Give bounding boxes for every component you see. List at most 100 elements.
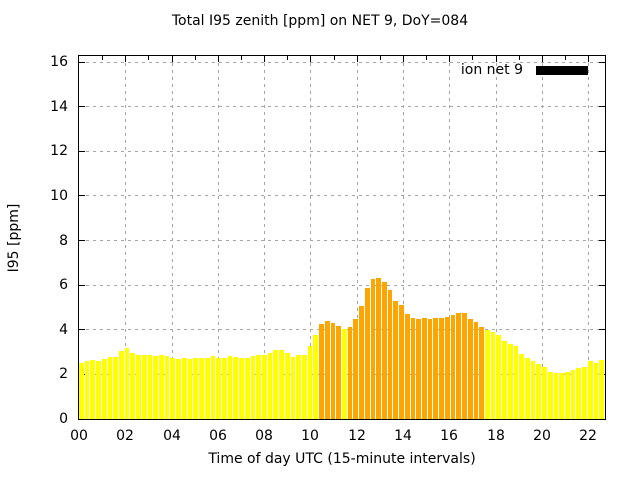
- x-tick-mark: [357, 56, 358, 62]
- y-tick-mark: [79, 329, 85, 330]
- x-tick-mark: [519, 56, 520, 60]
- bar: [182, 358, 187, 419]
- bar: [211, 356, 215, 419]
- bar: [319, 324, 324, 419]
- bar: [268, 353, 272, 419]
- bar: [388, 290, 392, 419]
- y-tick-mark: [599, 62, 605, 63]
- x-gridline: [310, 56, 311, 419]
- x-tick-mark: [426, 56, 427, 60]
- x-gridline: [218, 56, 219, 419]
- bar: [291, 357, 295, 419]
- bar: [313, 335, 318, 419]
- x-gridline: [264, 56, 265, 419]
- x-gridline: [542, 56, 543, 419]
- y-gridline: [79, 106, 605, 107]
- x-gridline: [449, 56, 450, 419]
- bar: [205, 358, 210, 419]
- bar: [451, 315, 455, 419]
- x-tick-mark: [334, 56, 335, 60]
- y-tick-label: 14: [50, 99, 68, 115]
- bar: [130, 353, 135, 419]
- bar: [502, 341, 507, 419]
- bar: [148, 355, 152, 419]
- bar: [90, 360, 95, 419]
- bar: [576, 368, 581, 419]
- x-axis-label: Time of day UTC (15-minute intervals): [208, 451, 476, 467]
- bar: [536, 364, 541, 419]
- x-tick-mark: [241, 56, 242, 60]
- y-tick-label: 8: [59, 233, 68, 249]
- y-tick-label: 6: [59, 277, 68, 293]
- bar: [193, 358, 198, 419]
- bar: [519, 354, 524, 419]
- y-tick-mark: [79, 62, 85, 63]
- x-tick-label: 06: [209, 428, 227, 444]
- y-gridline: [79, 195, 605, 196]
- bar: [228, 356, 232, 419]
- bar: [233, 357, 238, 419]
- y-tick-label: 2: [59, 366, 68, 382]
- bar: [336, 326, 341, 419]
- bar: [365, 288, 370, 419]
- bar: [216, 358, 221, 419]
- bar: [416, 319, 421, 419]
- x-tick-mark: [195, 56, 196, 60]
- bar: [165, 356, 169, 419]
- y-gridline: [79, 240, 605, 241]
- x-tick-mark: [403, 56, 404, 62]
- bar: [79, 363, 84, 419]
- bar: [588, 361, 593, 419]
- bar: [113, 357, 118, 419]
- bar: [514, 346, 518, 419]
- x-tick-label: 22: [579, 428, 597, 444]
- bar: [125, 348, 129, 419]
- bar: [554, 373, 558, 419]
- bar: [376, 278, 381, 419]
- bar: [542, 367, 547, 419]
- x-tick-label: 20: [533, 428, 551, 444]
- bar: [468, 319, 473, 419]
- y-tick-label: 4: [59, 322, 68, 338]
- bar: [411, 318, 415, 419]
- x-tick-mark: [449, 56, 450, 62]
- x-tick-mark: [102, 56, 103, 60]
- x-tick-mark: [542, 56, 543, 62]
- bar: [159, 355, 164, 419]
- bar: [353, 319, 358, 419]
- bar: [422, 318, 427, 419]
- x-tick-mark: [125, 56, 126, 62]
- bar: [565, 372, 570, 419]
- y-gridline: [79, 62, 605, 63]
- bar: [308, 346, 312, 419]
- bar: [302, 355, 307, 419]
- bar: [599, 360, 604, 419]
- bar: [405, 314, 410, 419]
- x-tick-label: 10: [301, 428, 319, 444]
- y-tick-label: 16: [50, 54, 68, 70]
- bar: [342, 329, 347, 419]
- bar: [222, 358, 227, 419]
- bar: [433, 318, 438, 419]
- y-tick-mark: [599, 285, 605, 286]
- bar: [136, 355, 141, 419]
- x-gridline: [588, 56, 589, 419]
- bar: [428, 319, 432, 419]
- bar: [594, 363, 598, 419]
- bar: [439, 318, 444, 419]
- x-tick-mark: [287, 56, 288, 60]
- x-tick-label: 14: [394, 428, 412, 444]
- bar: [119, 351, 124, 419]
- x-tick-mark: [218, 56, 219, 62]
- y-tick-mark: [79, 240, 85, 241]
- y-gridline: [79, 151, 605, 152]
- x-gridline: [172, 56, 173, 419]
- x-gridline: [403, 56, 404, 419]
- bar: [399, 305, 404, 419]
- bar: [371, 279, 375, 419]
- y-gridline: [79, 285, 605, 286]
- legend-swatch: [536, 65, 588, 75]
- x-tick-label: 16: [440, 428, 458, 444]
- bar: [188, 359, 192, 419]
- x-tick-label: 08: [255, 428, 273, 444]
